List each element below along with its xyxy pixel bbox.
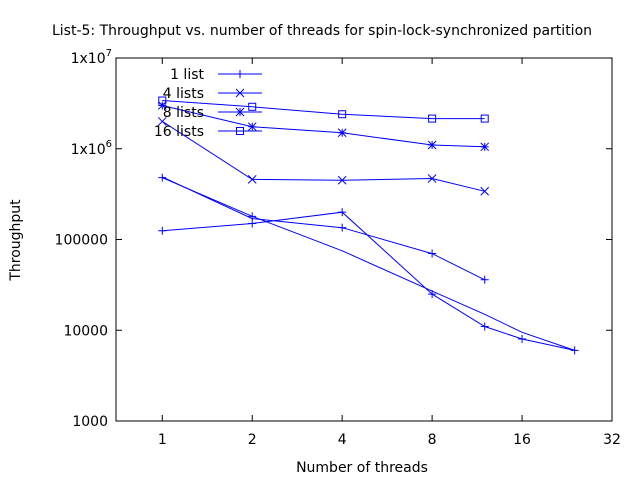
data-point-plus <box>570 346 579 355</box>
series-line <box>162 176 485 281</box>
data-point-star <box>247 122 257 132</box>
series-4-lists <box>157 117 490 196</box>
data-point-plus <box>248 219 257 228</box>
x-tick-label: 4 <box>338 432 347 448</box>
x-axis-label: Number of threads <box>296 460 428 476</box>
y-tick-label: 1x106 <box>71 139 112 158</box>
data-point-cross <box>480 186 490 196</box>
data-point-square <box>428 114 437 123</box>
x-tick-label: 32 <box>603 432 621 448</box>
y-tick-label: 100000 <box>55 233 108 249</box>
data-point-cross <box>235 88 245 98</box>
data-point-plus <box>480 275 489 284</box>
data-point-plus <box>428 249 437 258</box>
data-point-cross <box>247 175 257 184</box>
legend-label: 8 lists <box>163 105 204 121</box>
x-tick-label: 1 <box>158 432 167 448</box>
data-point-star <box>235 107 245 117</box>
data-point-square <box>248 102 257 111</box>
data-point-star <box>337 128 347 138</box>
legend-label: 1 list <box>170 67 204 83</box>
y-tick-label: 10000 <box>63 323 108 339</box>
data-point-plus <box>236 70 244 78</box>
series-line <box>162 105 485 148</box>
data-point-star <box>427 140 437 150</box>
series-8-lists <box>157 101 490 152</box>
series-1-list <box>158 173 579 355</box>
series-line <box>162 211 575 351</box>
y-tick-label: 1x107 <box>71 48 112 67</box>
legend-label: 4 lists <box>163 86 204 102</box>
chart-title: List-5: Throughput vs. number of threads… <box>52 23 592 39</box>
data-point-cross <box>157 117 167 126</box>
data-point-plus <box>248 212 257 221</box>
y-axis-label: Throughput <box>8 199 24 282</box>
series-16-lists <box>158 96 489 123</box>
series-line <box>162 177 575 351</box>
series-layer <box>157 96 579 355</box>
data-point-star <box>480 142 490 152</box>
data-point-square <box>480 114 489 123</box>
legend: 1 list 4 lists 8 lists 16 lists <box>154 67 262 140</box>
axis-ticks: 1 2 4 8 16 32 1000 10000 100000 1x106 1x107 <box>55 48 621 448</box>
x-tick-label: 8 <box>428 432 437 448</box>
data-point-square <box>158 96 167 105</box>
y-tick-label: 1000 <box>72 414 108 430</box>
data-point-square <box>236 127 244 135</box>
data-point-plus <box>338 208 347 217</box>
x-tick-label: 2 <box>248 432 257 448</box>
series-line <box>162 100 485 120</box>
data-point-plus <box>480 322 489 331</box>
data-point-plus <box>158 226 167 235</box>
data-point-plus <box>158 173 167 182</box>
data-point-star <box>157 101 167 110</box>
data-point-plus <box>338 223 347 232</box>
data-point-cross <box>337 175 347 185</box>
x-tick-label: 16 <box>513 432 531 448</box>
data-point-square <box>338 110 347 119</box>
legend-label: 16 lists <box>154 124 204 140</box>
data-point-plus <box>428 290 437 299</box>
data-point-cross <box>427 174 437 183</box>
data-point-plus <box>518 335 527 344</box>
